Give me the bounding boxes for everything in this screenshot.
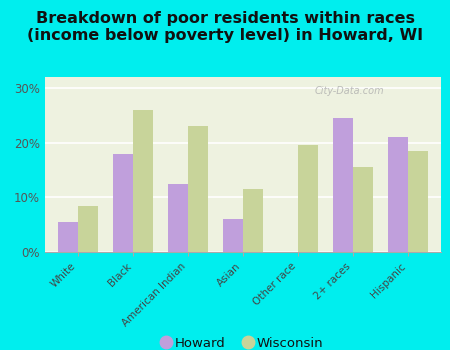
Bar — [353, 167, 373, 252]
Text: Breakdown of poor residents within races
(income below poverty level) in Howard,: Breakdown of poor residents within races… — [27, 10, 423, 43]
Bar — [333, 118, 353, 252]
Bar — [223, 219, 243, 252]
Bar — [408, 151, 428, 252]
Bar — [168, 184, 188, 252]
Bar — [133, 110, 153, 252]
Bar — [388, 137, 408, 252]
Bar — [78, 205, 98, 252]
Bar — [243, 189, 263, 252]
Bar — [113, 154, 133, 252]
Legend: Howard, Wisconsin: Howard, Wisconsin — [158, 332, 328, 350]
Bar — [58, 222, 78, 252]
Bar — [188, 126, 208, 252]
Bar — [298, 145, 318, 252]
Text: City-Data.com: City-Data.com — [314, 86, 384, 96]
